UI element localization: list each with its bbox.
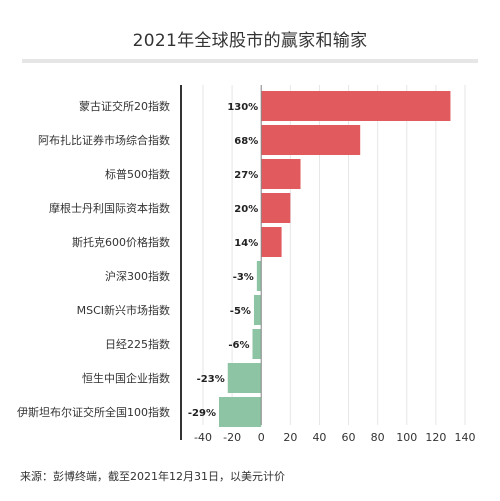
category-label: 伊斯坦布尔证交所全国100指数 [17,405,170,419]
x-tick-label: 40 [312,431,326,444]
chart-title: 2021年全球股市的赢家和输家 [132,31,368,51]
category-label: MSCI新兴市场指数 [77,303,170,317]
bar [261,125,361,155]
data-label: -29% [188,408,216,419]
data-label: 20% [234,204,258,215]
x-tick-label: 80 [371,431,385,444]
category-label: 沪深300指数 [105,269,170,283]
bar [227,363,262,393]
bar [261,227,282,257]
x-tick-label: 120 [425,431,446,444]
data-label: 130% [227,102,258,113]
category-label: 恒生中国企业指数 [82,371,170,385]
x-tick-label: 20 [283,431,297,444]
bar [219,397,262,427]
bar [252,329,262,359]
category-label: 摩根士丹利国际资本指数 [49,201,170,215]
category-label: 蒙古证交所20指数 [79,99,170,113]
x-tick-label: -40 [194,431,212,444]
data-label: 68% [234,136,258,147]
bar [261,91,451,121]
data-label: 14% [234,238,258,249]
category-label: 斯托克600价格指数 [72,235,170,249]
title-divider [22,59,478,63]
x-tick-label: 140 [455,431,476,444]
category-label: 标普500指数 [105,167,170,181]
category-label: 日经225指数 [105,337,170,351]
x-tick-label: 0 [258,431,265,444]
data-label: 27% [234,170,258,181]
bar [256,261,262,291]
category-label: 阿布扎比证券市场综合指数 [38,133,170,147]
data-label: -5% [230,306,251,317]
x-tick-label: 60 [342,431,356,444]
x-tick-label: -20 [223,431,241,444]
bar [253,295,262,325]
x-tick-label: 100 [396,431,417,444]
bar [261,159,301,189]
data-label: -3% [233,272,254,283]
source-note: 来源：彭博终端，截至2021年12月31日，以美元计价 [20,470,285,483]
data-label: -6% [228,340,249,351]
bar [261,193,291,223]
data-label: -23% [197,374,225,385]
